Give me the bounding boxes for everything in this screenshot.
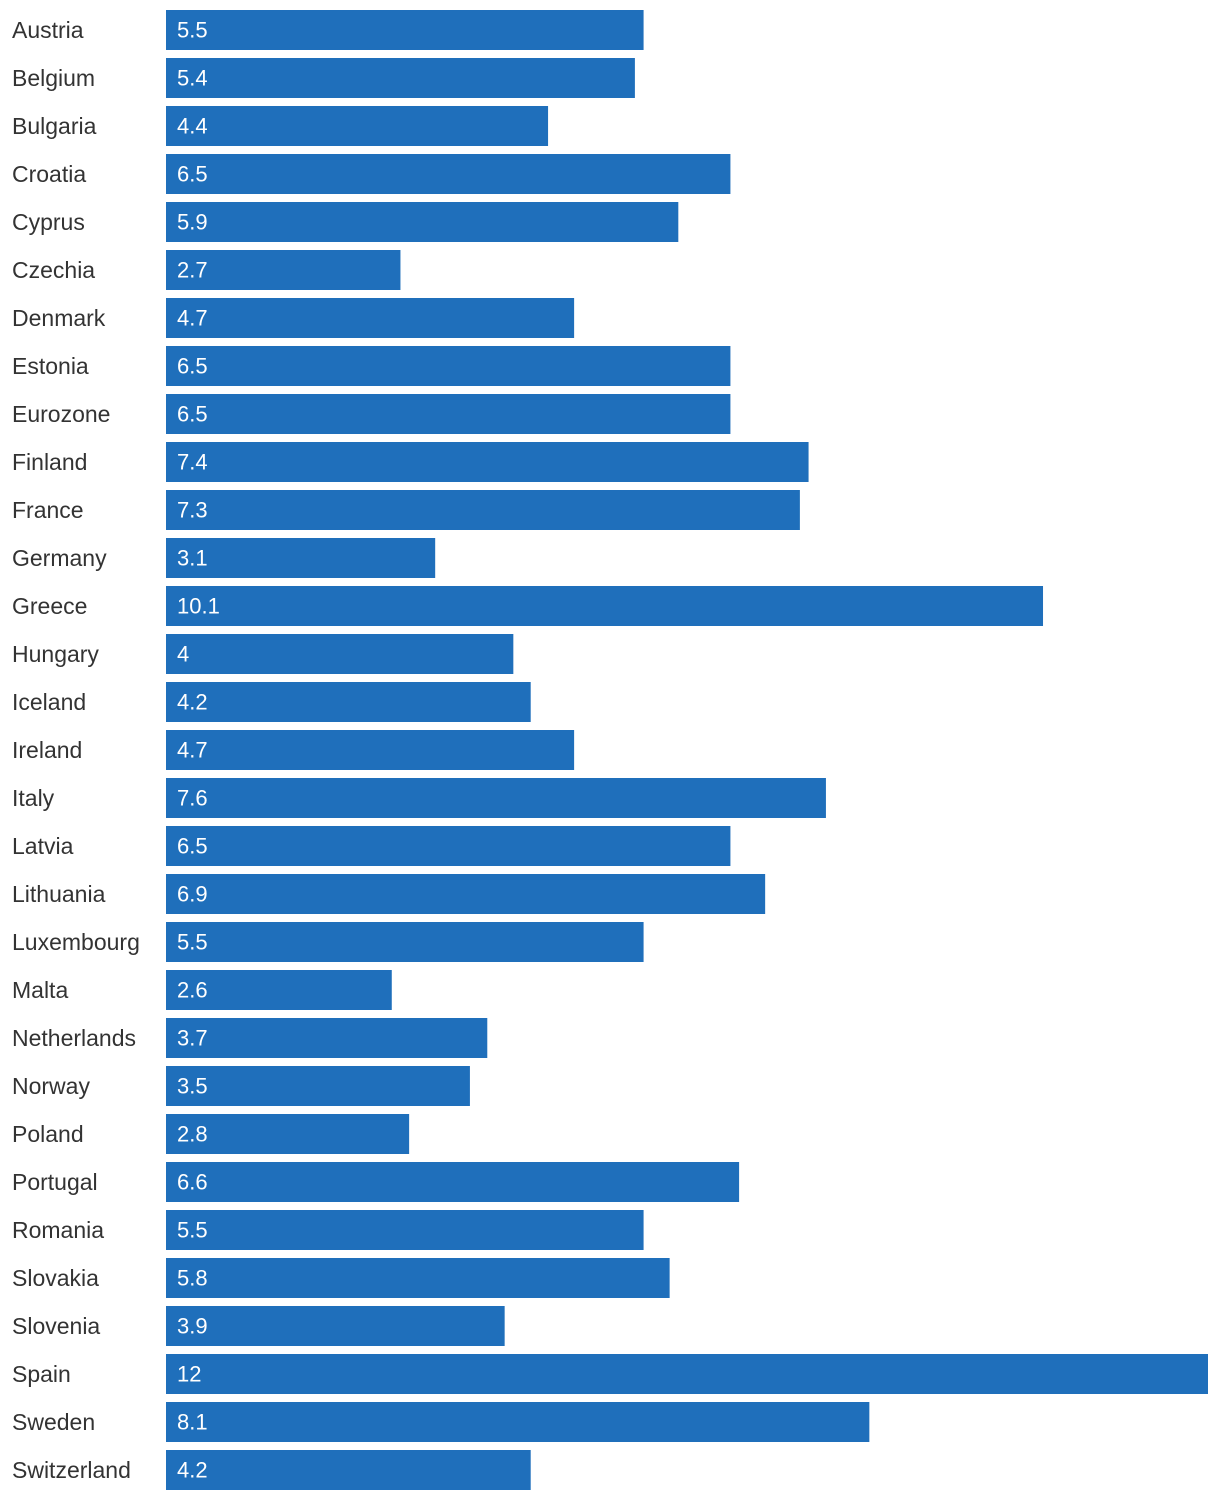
category-label: Norway — [12, 1073, 90, 1099]
value-label: 6.5 — [177, 402, 208, 427]
bar — [166, 682, 531, 722]
category-label: Czechia — [12, 257, 95, 283]
category-label: Slovakia — [12, 1265, 99, 1291]
bar — [166, 1450, 531, 1490]
bar — [166, 154, 731, 194]
bar — [166, 538, 436, 578]
bar — [166, 778, 826, 818]
value-label: 8.1 — [177, 1410, 208, 1435]
category-label: Iceland — [12, 689, 86, 715]
category-label: Finland — [12, 449, 87, 475]
category-label: Luxembourg — [12, 929, 140, 955]
category-label: Spain — [12, 1361, 71, 1387]
value-label: 2.6 — [177, 978, 208, 1003]
category-label: Netherlands — [12, 1025, 136, 1051]
category-label: Eurozone — [12, 401, 110, 427]
category-label: Bulgaria — [12, 113, 97, 139]
bar — [166, 586, 1044, 626]
bar — [166, 58, 635, 98]
category-label: Greece — [12, 593, 87, 619]
value-label: 2.7 — [177, 258, 208, 283]
bar — [166, 874, 766, 914]
bar — [166, 1210, 644, 1250]
value-label: 3.1 — [177, 546, 208, 571]
value-label: 4 — [177, 642, 189, 667]
category-label: Estonia — [12, 353, 89, 379]
value-label: 6.5 — [177, 834, 208, 859]
bar — [166, 730, 575, 770]
value-label: 5.8 — [177, 1266, 208, 1291]
category-label: Switzerland — [12, 1457, 131, 1483]
bars-layer — [166, 10, 1208, 1490]
category-label: Latvia — [12, 833, 74, 859]
category-label: Lithuania — [12, 881, 106, 907]
value-label: 5.4 — [177, 66, 208, 91]
value-label: 5.5 — [177, 18, 208, 43]
category-label: Hungary — [12, 641, 99, 667]
bar — [166, 250, 401, 290]
bar — [166, 490, 800, 530]
bar — [166, 202, 679, 242]
bar — [166, 970, 392, 1010]
value-label: 5.9 — [177, 210, 208, 235]
bar — [166, 922, 644, 962]
bar — [166, 1258, 670, 1298]
value-label: 10.1 — [177, 594, 220, 619]
bar — [166, 1066, 470, 1106]
value-label: 2.8 — [177, 1122, 208, 1147]
category-label: Denmark — [12, 305, 106, 331]
category-label: France — [12, 497, 84, 523]
value-label: 4.7 — [177, 738, 208, 763]
value-label: 6.5 — [177, 354, 208, 379]
value-label: 3.7 — [177, 1026, 208, 1051]
value-label: 5.5 — [177, 930, 208, 955]
bar — [166, 634, 514, 674]
bar — [166, 346, 731, 386]
category-label: Ireland — [12, 737, 82, 763]
value-label: 4.7 — [177, 306, 208, 331]
bar — [166, 394, 731, 434]
category-label: Sweden — [12, 1409, 95, 1435]
category-label: Croatia — [12, 161, 86, 187]
value-label: 4.4 — [177, 114, 208, 139]
category-label: Belgium — [12, 65, 95, 91]
category-label: Cyprus — [12, 209, 85, 235]
value-label: 6.6 — [177, 1170, 208, 1195]
value-label: 7.6 — [177, 786, 208, 811]
value-label: 3.9 — [177, 1314, 208, 1339]
bar — [166, 1306, 505, 1346]
category-label: Malta — [12, 977, 68, 1003]
category-label: Germany — [12, 545, 107, 571]
value-label: 4.2 — [177, 690, 208, 715]
value-label: 7.3 — [177, 498, 208, 523]
value-label: 3.5 — [177, 1074, 208, 1099]
value-labels-layer: 5.5 5.4 4.4 6.5 5.9 2.7 4.7 6.5 6.5 7.4 7.3 3.1 10.1… — [177, 18, 220, 1483]
category-label: Italy — [12, 785, 55, 811]
bar — [166, 1354, 1208, 1394]
value-label: 12 — [177, 1362, 201, 1387]
value-label: 5.5 — [177, 1218, 208, 1243]
category-label: Romania — [12, 1217, 104, 1243]
category-label: Austria — [12, 17, 84, 43]
value-label: 6.9 — [177, 882, 208, 907]
value-label: 6.5 — [177, 162, 208, 187]
bar — [166, 10, 644, 50]
bar — [166, 106, 549, 146]
bar — [166, 1162, 740, 1202]
bar — [166, 1402, 870, 1442]
bar — [166, 1018, 488, 1058]
bar — [166, 442, 809, 482]
value-label: 4.2 — [177, 1458, 208, 1483]
value-label: 7.4 — [177, 450, 208, 475]
bar — [166, 1114, 410, 1154]
category-label: Poland — [12, 1121, 84, 1147]
bar — [166, 298, 575, 338]
category-label: Portugal — [12, 1169, 98, 1195]
category-labels-layer: Austria Belgium Bulgaria Croatia Cyprus Czech… — [12, 17, 140, 1483]
bar — [166, 826, 731, 866]
category-label: Slovenia — [12, 1313, 100, 1339]
